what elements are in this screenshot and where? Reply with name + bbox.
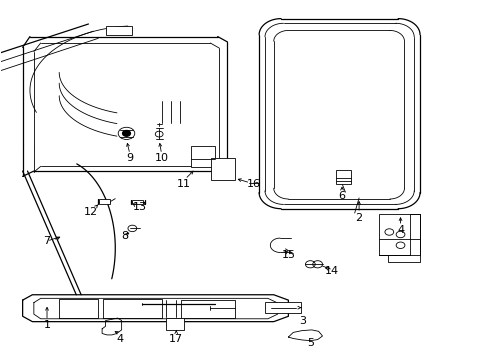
Text: 15: 15 — [281, 250, 295, 260]
Bar — [99, 199, 110, 204]
Text: 11: 11 — [176, 179, 190, 189]
Bar — [378, 214, 419, 255]
Text: 12: 12 — [83, 207, 98, 217]
Text: 4: 4 — [116, 333, 123, 343]
Text: 5: 5 — [306, 338, 313, 348]
Bar — [335, 170, 350, 184]
Text: 3: 3 — [299, 316, 306, 325]
Bar — [211, 158, 234, 180]
Bar — [105, 26, 132, 35]
Polygon shape — [22, 295, 288, 321]
Text: 16: 16 — [247, 179, 261, 189]
Text: 13: 13 — [132, 202, 146, 212]
Circle shape — [122, 131, 130, 136]
Text: 8: 8 — [121, 231, 128, 240]
Text: 6: 6 — [338, 191, 345, 201]
Bar — [132, 200, 143, 204]
Text: 17: 17 — [169, 333, 183, 343]
Text: 7: 7 — [43, 236, 50, 246]
Bar — [265, 302, 300, 314]
Text: 4: 4 — [396, 225, 403, 235]
Bar — [190, 146, 215, 167]
Bar — [165, 319, 183, 330]
Text: 14: 14 — [325, 266, 339, 276]
Text: 1: 1 — [43, 320, 50, 330]
Text: 10: 10 — [154, 153, 168, 163]
Text: 9: 9 — [126, 153, 133, 163]
Text: 2: 2 — [355, 213, 362, 222]
